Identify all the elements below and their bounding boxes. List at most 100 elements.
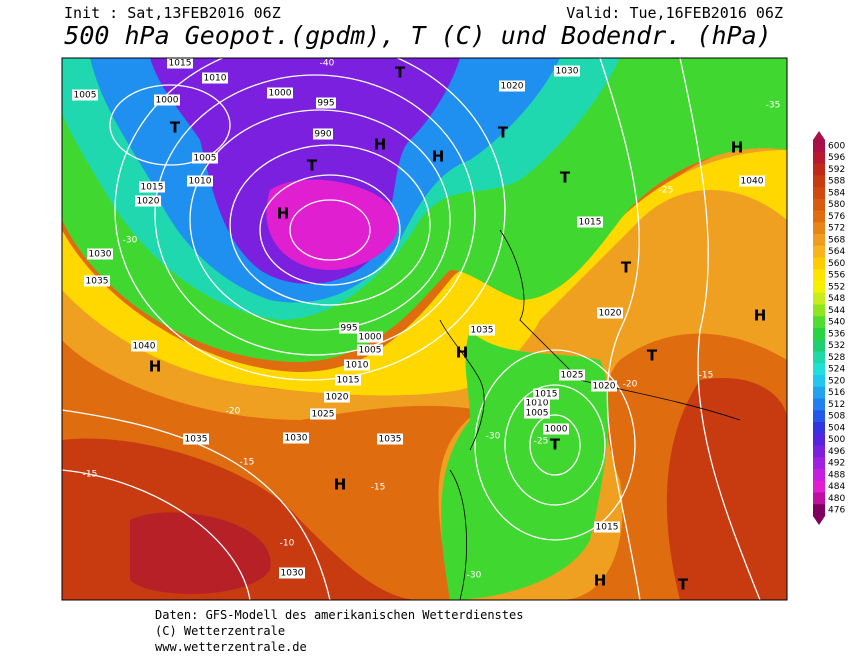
legend-swatch: [813, 175, 825, 188]
isobar-label: 995: [340, 324, 357, 334]
legend-swatch: [813, 281, 825, 294]
green-tongue: [441, 330, 609, 600]
label-box: [183, 433, 209, 445]
legend-swatch: [813, 292, 825, 305]
pressure-center: T: [395, 64, 406, 82]
label-box: [316, 97, 336, 109]
pressure-center: T: [498, 124, 509, 142]
legend-label: 496: [828, 447, 845, 457]
isobar-label: 1010: [204, 74, 227, 84]
legend-swatch: [813, 469, 825, 482]
label-box: [559, 369, 585, 381]
legend-swatch: [813, 457, 825, 470]
legend-swatch: [813, 351, 825, 364]
legend-swatch: [813, 140, 825, 153]
label-box: [324, 391, 350, 403]
legend-swatch: [813, 339, 825, 352]
legend-label: 532: [828, 341, 845, 351]
isobar-label: 1000: [269, 89, 292, 99]
temperature-label: -15: [240, 458, 255, 468]
label-box: [267, 87, 293, 99]
label-box: [192, 152, 218, 164]
label-box: [335, 374, 361, 386]
label-box: [554, 65, 580, 77]
temperature-label: -15: [699, 371, 714, 381]
label-box: [469, 324, 495, 336]
legend-label: 500: [828, 435, 845, 445]
pressure-center: H: [456, 344, 469, 362]
label-box: [72, 89, 98, 101]
pressure-center: H: [334, 476, 347, 494]
isobar-label: 1015: [596, 523, 619, 533]
label-box: [577, 216, 603, 228]
isobar-label: 1025: [561, 371, 584, 381]
legend-label: 492: [828, 459, 845, 469]
temperature-label: -40: [320, 59, 335, 69]
pressure-center: T: [550, 436, 561, 454]
isobar-label: 1010: [189, 177, 212, 187]
pressure-center: T: [170, 119, 181, 137]
label-box: [167, 58, 193, 69]
legend-swatch: [813, 210, 825, 223]
label-box: [187, 175, 213, 187]
legend-swatch: [813, 222, 825, 235]
warm-region: [666, 378, 787, 600]
legend-label: 488: [828, 470, 845, 480]
isobar-label: 1015: [337, 376, 360, 386]
label-box: [139, 181, 165, 193]
isobar-label: 1005: [526, 409, 549, 419]
map-frame: [61, 57, 788, 601]
legend-label: 588: [828, 177, 845, 187]
legend-swatch: [813, 163, 825, 176]
label-box: [279, 567, 305, 579]
pressure-center: T: [647, 347, 658, 365]
legend-swatch: [813, 234, 825, 247]
legend-label: 592: [828, 165, 845, 175]
temperature-label: -20: [623, 380, 638, 390]
magenta-core: [266, 179, 399, 270]
legend-swatch: [813, 398, 825, 411]
label-box: [344, 359, 370, 371]
legend-swatch: [813, 269, 825, 282]
label-box: [377, 433, 403, 445]
isobar-label: 1030: [281, 569, 304, 579]
isobars: [62, 58, 761, 600]
pressure-center: H: [149, 358, 162, 376]
isobar-label: 1030: [285, 434, 308, 444]
legend-label: 600: [828, 141, 845, 151]
legend-label: 556: [828, 271, 845, 281]
footer-url: www.wetterzentrale.de: [155, 640, 307, 654]
legend-swatch: [813, 304, 825, 317]
legend-swatch: [813, 445, 825, 458]
isobar-label: 1035: [185, 435, 208, 445]
pressure-center: H: [731, 139, 744, 157]
isobar-label: 1040: [741, 177, 764, 187]
isobar-label: 1010: [526, 399, 549, 409]
isobar-label: 1000: [156, 96, 179, 106]
isobar-label: 1000: [545, 425, 568, 435]
legend-swatch: [813, 187, 825, 200]
label-box: [524, 407, 550, 419]
chart-title: 500 hPa Geopot.(gpdm), T (C) und Bodendr…: [64, 21, 771, 50]
isobar-label: 1015: [141, 183, 164, 193]
temperature-label: -30: [486, 432, 501, 442]
legend-label: 508: [828, 412, 845, 422]
pressure-center: H: [432, 148, 445, 166]
legend-swatch: [813, 198, 825, 211]
isobar-label: 1015: [169, 59, 192, 69]
isobar-label: 1020: [593, 382, 616, 392]
pressure-center: T: [307, 157, 318, 175]
isobar-label: 995: [317, 99, 334, 109]
isobar-label: 1005: [74, 91, 97, 101]
label-box: [597, 307, 623, 319]
label-box: [357, 344, 383, 356]
isobar-label: 1005: [359, 346, 382, 356]
isobar-label: 1040: [133, 342, 156, 352]
isobar-label: 1030: [556, 67, 579, 77]
legend-label: 544: [828, 306, 845, 316]
label-box: [524, 397, 550, 409]
legend-swatch: [813, 316, 825, 329]
legend-swatch: [813, 422, 825, 435]
label-box: [591, 380, 617, 392]
